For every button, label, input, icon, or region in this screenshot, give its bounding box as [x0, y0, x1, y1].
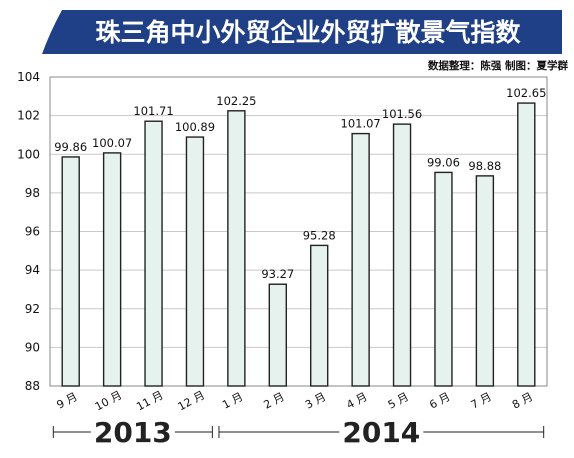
- bar-value-label: 99.06: [427, 155, 460, 169]
- x-axis: 9 月 10 月 11 月 12 月 1 月 2 月 3 月 4 月 5 月 6 月 7 月 8 月: [55, 388, 536, 413]
- y-tick-label: 94: [25, 263, 40, 277]
- year-groups: 2013 2014: [52, 416, 545, 449]
- title-banner-shape: [42, 10, 562, 54]
- x-tick-label: 1 月: [220, 390, 245, 412]
- bar-value-label: 93.27: [261, 267, 294, 281]
- bar-value-label: 101.71: [133, 104, 173, 118]
- x-tick-label: 10 月: [93, 388, 124, 413]
- grid: [49, 76, 548, 387]
- bar-value-label: 99.86: [54, 140, 87, 154]
- bar: [351, 132, 370, 387]
- x-tick-label: 4 月: [344, 390, 369, 412]
- bar: [61, 156, 80, 387]
- data-credit: 数据整理：陈强 制图：夏学群: [427, 60, 568, 72]
- x-tick-label: 2 月: [262, 390, 287, 412]
- title-banner: 珠三角中小外贸企业外贸扩散景气指数: [42, 10, 562, 54]
- bar: [392, 123, 412, 387]
- bar: [268, 283, 287, 387]
- bar: [102, 152, 122, 387]
- y-tick-label: 98: [25, 186, 40, 200]
- bar-value-label: 101.56: [382, 107, 422, 121]
- bar-value-label: 100.89: [175, 120, 215, 134]
- bar-value-label: 98.88: [468, 159, 501, 173]
- y-tick-label: 100: [17, 147, 40, 161]
- bar: [144, 120, 163, 387]
- x-tick-label: 11 月: [134, 388, 165, 413]
- bar: [517, 102, 536, 387]
- x-tick-label: 7 月: [469, 390, 494, 412]
- bar-value-label: 102.65: [506, 86, 546, 100]
- x-tick-label: 8 月: [510, 390, 535, 412]
- bar-value-label: 101.07: [341, 117, 381, 131]
- x-tick-label: 9 月: [55, 390, 80, 412]
- y-tick-label: 90: [25, 340, 40, 354]
- y-tick-label: 102: [17, 109, 40, 123]
- x-tick-label: 6 月: [427, 390, 452, 412]
- y-axis: 88 90 92 94 96 98 100 102 104: [17, 70, 40, 393]
- bar: [310, 244, 329, 387]
- bar: [185, 136, 205, 387]
- chart-title: 珠三角中小外贸企业外贸扩散景气指数: [95, 18, 521, 47]
- bars: [61, 102, 536, 387]
- year-label: 2013: [94, 416, 172, 449]
- y-tick-label: 96: [25, 225, 40, 239]
- year-group: 2014: [218, 416, 545, 449]
- year-label: 2014: [342, 416, 420, 449]
- x-tick-label: 3 月: [303, 390, 328, 412]
- bar: [227, 110, 246, 387]
- bar: [475, 175, 495, 387]
- y-tick-label: 88: [25, 379, 40, 393]
- y-tick-label: 104: [17, 70, 40, 84]
- plot-frame: [49, 76, 548, 387]
- year-group: 2013: [52, 416, 213, 449]
- bar: [434, 171, 453, 387]
- bar-value-label: 100.07: [92, 136, 132, 150]
- bar-value-label: 102.25: [216, 94, 256, 108]
- x-tick-label: 12 月: [176, 388, 207, 413]
- x-tick-label: 5 月: [386, 390, 411, 412]
- bar-value-label: 95.28: [303, 228, 336, 242]
- y-tick-label: 92: [25, 302, 40, 316]
